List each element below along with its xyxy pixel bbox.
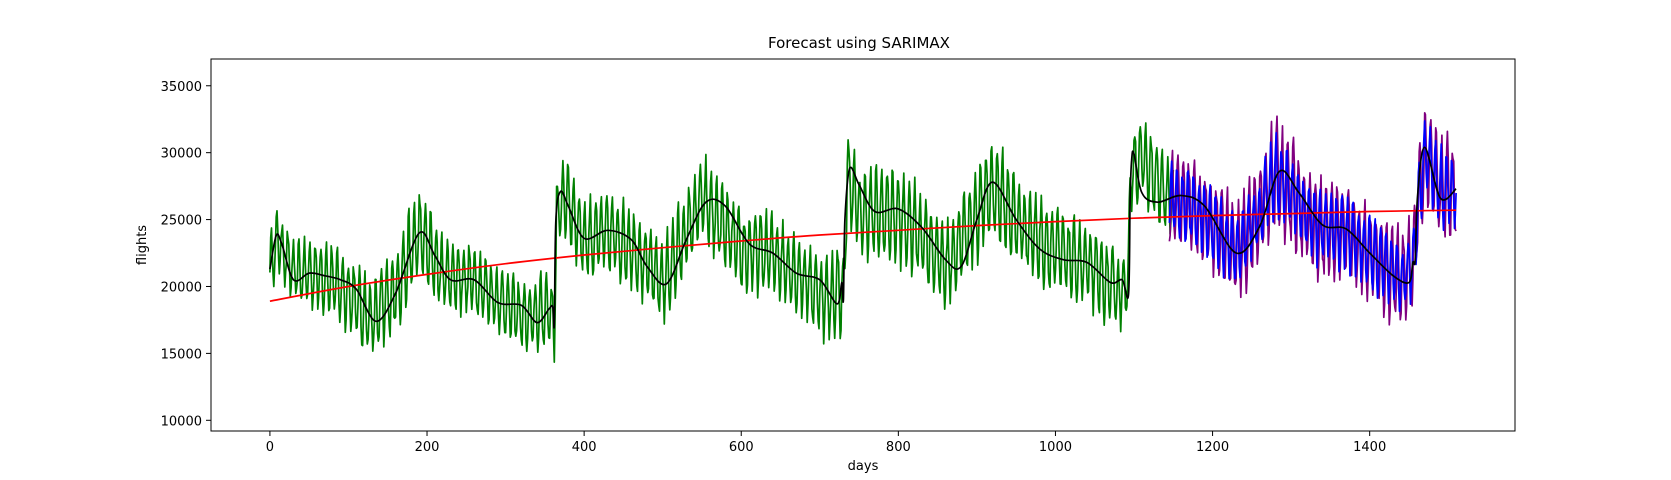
x-tick-label: 1400 xyxy=(1353,440,1386,455)
x-tick-label: 400 xyxy=(572,440,597,455)
x-tick-label: 200 xyxy=(415,440,440,455)
series-line-1 xyxy=(1168,111,1457,326)
x-tick-label: 0 xyxy=(266,440,274,455)
x-tick-label: 600 xyxy=(729,440,754,455)
plot-area xyxy=(269,111,1457,363)
chart-title: Forecast using SARIMAX xyxy=(768,34,950,52)
x-axis-ticks: 0 200 400 600 800 1000 1200 1400 xyxy=(266,431,1386,455)
y-tick-label: 20000 xyxy=(161,280,202,295)
y-tick-label: 10000 xyxy=(161,414,202,429)
x-tick-label: 800 xyxy=(886,440,911,455)
x-tick-label: 1200 xyxy=(1196,440,1229,455)
y-tick-label: 15000 xyxy=(161,347,202,362)
x-tick-label: 1000 xyxy=(1039,440,1072,455)
x-axis-label: days xyxy=(848,459,879,474)
series-line-4 xyxy=(269,146,1457,329)
series-line-2 xyxy=(1168,120,1457,313)
y-tick-label: 35000 xyxy=(161,80,202,95)
axes-frame xyxy=(210,58,1516,432)
series-line-3 xyxy=(269,209,1457,303)
series-line-0 xyxy=(269,122,1175,363)
y-axis-ticks: 10000 15000 20000 25000 30000 35000 xyxy=(161,80,211,429)
y-axis-label: flights xyxy=(135,225,150,265)
y-tick-label: 30000 xyxy=(161,147,202,162)
y-tick-label: 25000 xyxy=(161,214,202,229)
